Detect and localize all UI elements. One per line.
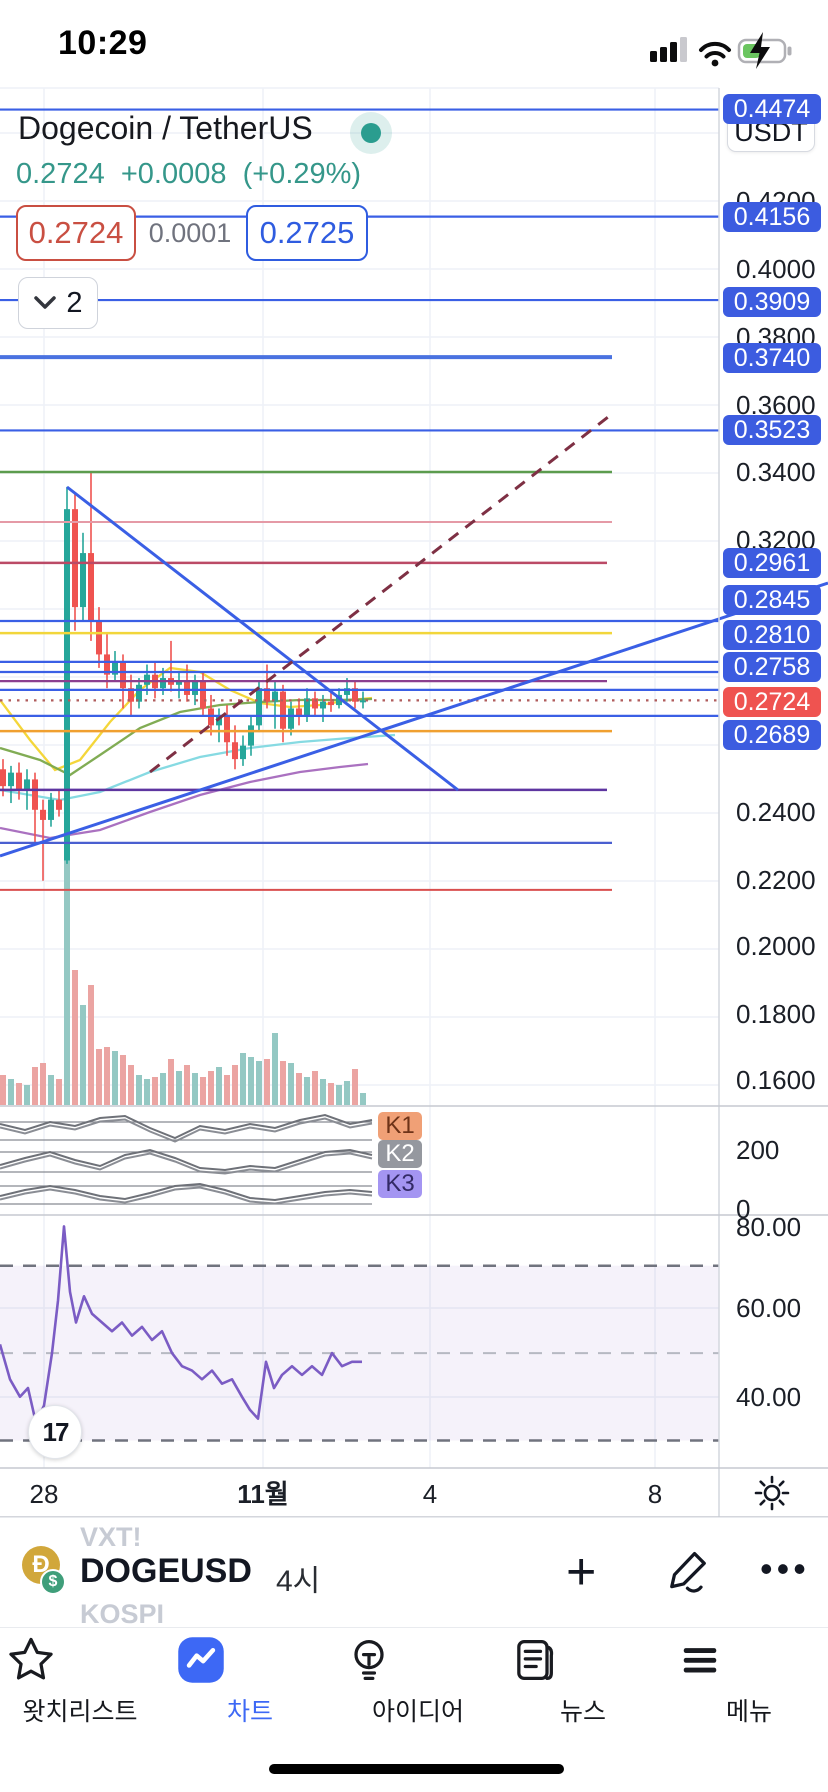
price-level-label: 0.3523: [723, 415, 821, 445]
buy-button[interactable]: 0.2725: [246, 205, 368, 261]
nav-item-chart[interactable]: 차트: [175, 1634, 325, 1728]
price-change: +0.0008: [120, 158, 227, 190]
indicator-tag-k1[interactable]: K1: [378, 1112, 422, 1140]
symbol-title[interactable]: Dogecoin / TetherUS: [18, 110, 313, 146]
background-list-item-bottom: KOSPI: [80, 1599, 165, 1629]
more-menu-button[interactable]: •••: [760, 1548, 810, 1589]
ticker-interval[interactable]: 4시: [276, 1565, 321, 1598]
price-level-label: 0.2810: [723, 620, 821, 650]
news-icon: [517, 1639, 554, 1681]
interval-dropdown-value: 2: [66, 286, 83, 319]
price-tick: 0.4000: [736, 254, 816, 284]
star-icon: [9, 1637, 53, 1680]
add-button[interactable]: +: [566, 1543, 597, 1601]
nav-item-ideas[interactable]: 아이디어: [343, 1634, 493, 1728]
ticker-row[interactable]: VXT! KOSPI: [0, 1517, 828, 1629]
status-icons: [650, 32, 792, 69]
price-tick: 0.3400: [736, 457, 816, 487]
hamburger-menu-icon: [683, 1648, 717, 1673]
chart-wave-icon: [178, 1637, 224, 1683]
tradingview-logo[interactable]: 17: [28, 1405, 82, 1459]
nav-item-news[interactable]: 뉴스: [508, 1634, 658, 1728]
battery-charging-icon: [737, 32, 792, 69]
cellular-signal-icon: [650, 37, 687, 62]
nav-label-watchlist: 왓치리스트: [22, 1698, 138, 1726]
indicator-tag-k3[interactable]: K3: [378, 1170, 422, 1198]
price-tick: 40.00: [736, 1382, 802, 1412]
home-indicator[interactable]: [269, 1764, 564, 1774]
status-time: 10:29: [58, 24, 148, 62]
nav-label-chart: 차트: [226, 1698, 273, 1726]
lightbulb-icon: [354, 1639, 384, 1681]
draw-pencil-icon[interactable]: [662, 1546, 714, 1598]
price-tick: 200: [736, 1135, 780, 1165]
price-level-label: 0.2689: [723, 720, 821, 750]
nav-item-watchlist[interactable]: 왓치리스트: [5, 1634, 155, 1728]
time-label: 4: [422, 1479, 438, 1509]
price-level-label: 0.2961: [723, 548, 821, 578]
wifi-icon: [699, 41, 731, 67]
theme-toggle-sun-icon[interactable]: [750, 1471, 794, 1515]
background-list-item-top: VXT!: [80, 1522, 142, 1552]
price-tick: 0: [736, 1194, 751, 1224]
ticker-symbol[interactable]: DOGEUSD: [80, 1552, 252, 1590]
price-level-label: 0.3909: [723, 287, 821, 317]
price-tick: 0.2400: [736, 797, 816, 827]
price-tick: 0.2000: [736, 931, 816, 961]
time-label: 28: [29, 1479, 59, 1509]
last-price: 0.2724: [16, 158, 105, 190]
price-tick: 80.00: [736, 1212, 802, 1242]
price-change-line: 0.2724 +0.0008 (+0.29%): [16, 158, 361, 191]
price-tick: 0.2200: [736, 865, 816, 895]
price-tick: 0.1600: [736, 1065, 816, 1095]
chevron-down-icon: [34, 296, 57, 309]
price-level-label: 0.2845: [723, 585, 821, 615]
nav-label-menu: 메뉴: [725, 1698, 772, 1726]
price-change-pct: (+0.29%): [242, 158, 362, 190]
price-level-label: 0.3740: [723, 343, 821, 373]
market-status-dot: [361, 123, 381, 143]
sell-button[interactable]: 0.2724: [16, 205, 136, 261]
time-label: 8: [647, 1479, 663, 1509]
nav-item-menu[interactable]: 메뉴: [674, 1634, 824, 1728]
price-tick: 0.1800: [736, 999, 816, 1029]
price-level-label: 0.4156: [723, 202, 821, 232]
price-level-label: 0.2758: [723, 652, 821, 682]
nav-label-ideas: 아이디어: [371, 1698, 464, 1726]
time-label: 11월: [237, 1479, 289, 1509]
price-level-label: 0.4474: [723, 94, 821, 124]
price-tick: 60.00: [736, 1293, 802, 1323]
usd-coin-icon: $: [40, 1569, 66, 1595]
indicator-tag-k2[interactable]: K2: [378, 1140, 422, 1168]
nav-label-news: 뉴스: [559, 1698, 606, 1726]
interval-dropdown[interactable]: 2: [18, 277, 98, 329]
spread-value: 0.0001: [148, 217, 232, 248]
current-price-label: 0.2724: [723, 687, 821, 717]
price-tick: 0.3600: [736, 390, 816, 420]
